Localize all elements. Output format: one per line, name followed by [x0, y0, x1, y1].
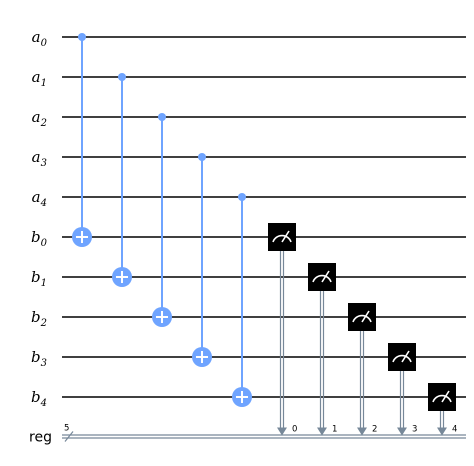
measurements: 0 1 2 3 4 [268, 223, 457, 436]
measure-gate-3: 3 [388, 343, 417, 436]
measure-gate-2: 2 [348, 303, 377, 436]
measure-gate-0: 0 [268, 223, 297, 436]
cnot-gate-2 [112, 73, 132, 287]
qubit-label-b1: b1 [31, 268, 47, 289]
measure-arrow-icon [397, 427, 407, 436]
meter-arc-icon [312, 274, 332, 283]
meter-needle-icon [321, 270, 330, 283]
measure-arrow-icon [437, 427, 447, 436]
qubit-label-b3: b3 [31, 348, 47, 369]
meter-needle-icon [401, 350, 410, 363]
meter-arc-icon [392, 354, 412, 363]
bit-index-label: 0 [292, 425, 297, 435]
qubit-label-b0: b0 [31, 228, 48, 249]
cnot-gate-3 [152, 113, 172, 327]
register-size: 5 [64, 424, 69, 434]
meter-box [388, 343, 416, 371]
qubit-label-a2: a2 [32, 108, 47, 129]
cnot-gates [72, 33, 252, 407]
cnot-gate-5 [232, 193, 252, 407]
qubit-labels: a0 a1 a2 a3 a4 b0 b1 b2 b3 b4 [31, 28, 48, 409]
meter-box [308, 263, 336, 291]
measure-arrow-icon [357, 427, 367, 436]
meter-needle-icon [281, 230, 290, 243]
qubit-label-a0: a0 [32, 28, 48, 49]
qubit-label-b2: b2 [31, 308, 47, 329]
meter-box [428, 383, 456, 411]
control-dot [118, 73, 126, 81]
control-dot [158, 113, 166, 121]
qubit-label-a1: a1 [32, 68, 47, 89]
bit-index-label: 4 [452, 425, 457, 435]
measure-gate-4: 4 [428, 383, 457, 436]
bit-index-label: 2 [372, 425, 377, 435]
meter-needle-icon [361, 310, 370, 323]
qubit-label-a4: a4 [32, 188, 47, 209]
register-bundle-slash [64, 431, 74, 442]
control-dot [78, 33, 86, 41]
classical-register: 5 reg [29, 424, 466, 446]
bit-index-label: 3 [412, 425, 417, 435]
control-dot [238, 193, 246, 201]
cnot-gate-4 [192, 153, 212, 367]
measure-gate-1: 1 [308, 263, 337, 436]
qubit-label-b4: b4 [31, 388, 47, 409]
meter-arc-icon [352, 314, 372, 323]
register-label: reg [29, 430, 52, 446]
meter-needle-icon [441, 390, 450, 403]
control-dot [198, 153, 206, 161]
qubit-label-a3: a3 [32, 148, 47, 169]
meter-arc-icon [432, 394, 452, 403]
cnot-gate-1 [72, 33, 92, 247]
meter-box [348, 303, 376, 331]
meter-box [268, 223, 296, 251]
bit-index-label: 1 [332, 425, 337, 435]
measure-arrow-icon [317, 427, 327, 436]
meter-arc-icon [272, 234, 292, 243]
measure-arrow-icon [277, 427, 287, 436]
